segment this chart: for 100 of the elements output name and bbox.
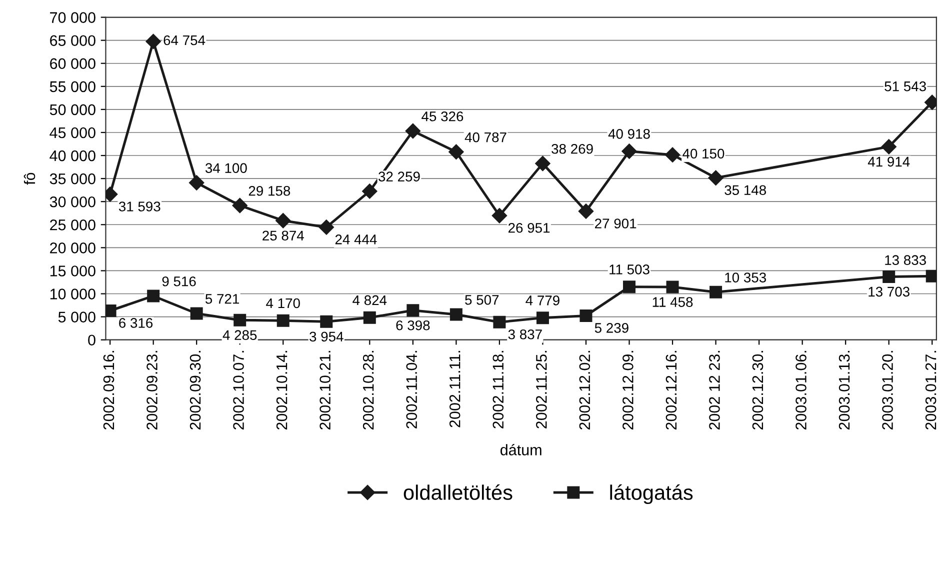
point	[708, 170, 724, 186]
point	[493, 316, 506, 328]
data-label: 4 779	[526, 296, 560, 306]
data-label: 31 593	[118, 202, 160, 212]
point	[450, 308, 462, 321]
y-tick-label: 15 000	[50, 266, 96, 276]
x-tick-label: 2003.01.06.	[796, 350, 806, 430]
x-tick-label: 2002 12 23.	[709, 350, 720, 430]
y-tick-label: 30 000	[50, 196, 96, 208]
data-label: 9 516	[162, 276, 196, 286]
point	[362, 184, 378, 199]
data-label: 26 951	[508, 222, 550, 233]
data-label: 40 150	[682, 148, 724, 159]
data-label: 11 458	[652, 297, 693, 307]
point	[276, 314, 290, 327]
point	[623, 280, 636, 294]
y-tick-label: 60 000	[50, 58, 96, 70]
point	[276, 213, 291, 228]
data-label: 51 543	[884, 81, 926, 92]
point	[406, 304, 420, 317]
data-label: 45 326	[422, 111, 464, 122]
data-label: 13 833	[885, 255, 926, 266]
x-tick-label: 2002.12.30.	[752, 350, 764, 430]
y-tick-label: 65 000	[50, 35, 96, 46]
point	[363, 311, 376, 324]
x-tick-label: 2002.10.21.	[320, 350, 330, 430]
data-label: 40 918	[608, 128, 650, 139]
x-tick-label: 2002.11.18.	[492, 350, 504, 428]
x-tick-label: 2002.10.14.	[276, 350, 288, 430]
x-tick-label: 2002.12.02.	[579, 350, 590, 430]
point	[232, 198, 248, 214]
y-tick-label: 35 000	[50, 173, 96, 184]
point	[448, 144, 464, 160]
y-tick-label: 50 000	[50, 104, 96, 116]
y-tick-label: 0	[88, 334, 96, 346]
data-label: 6 398	[396, 320, 430, 330]
point	[405, 123, 420, 139]
x-tick-label: 2002.09.23.	[146, 350, 158, 430]
data-label: 10 353	[725, 272, 766, 282]
data-label: 6 316	[119, 318, 153, 328]
point	[147, 290, 160, 302]
point	[580, 309, 592, 322]
data-label: 24 444	[335, 234, 377, 244]
point	[664, 147, 680, 162]
point	[320, 315, 333, 328]
data-label: 13 703	[868, 286, 910, 297]
point	[881, 139, 896, 154]
point	[536, 312, 549, 324]
data-label: 34 100	[205, 163, 247, 174]
y-tick-label: 5 000	[58, 312, 96, 322]
y-tick-label: 70 000	[50, 12, 96, 23]
x-tick-label: 2002.09.16.	[103, 350, 114, 430]
point	[882, 270, 896, 283]
x-tick-label: 2002.11.25.	[536, 350, 547, 428]
point	[710, 286, 722, 298]
x-tick-label: 2003.01.20.	[882, 350, 893, 430]
y-tick-label: 40 000	[50, 150, 96, 162]
data-label: 25 874	[262, 230, 304, 241]
data-label: 4 170	[266, 298, 300, 308]
point	[189, 175, 204, 190]
point	[318, 220, 334, 235]
data-label: 29 158	[248, 186, 290, 196]
data-label: 35 148	[724, 185, 766, 196]
data-label: 3 954	[310, 332, 344, 342]
y-tick-label: 20 000	[50, 242, 96, 254]
x-tick-label: 2003.01.27.	[925, 350, 936, 430]
data-label: 5 721	[205, 294, 239, 304]
data-label: 27 901	[595, 218, 636, 228]
point	[578, 204, 594, 219]
x-tick-label: 2002.10.07.	[233, 350, 244, 430]
data-label: 3 837	[508, 329, 542, 340]
data-label: 5 239	[594, 323, 628, 333]
point	[492, 208, 508, 224]
x-tick-label: 2002.11.11.	[449, 350, 460, 428]
x-axis-title: dátum	[500, 444, 542, 456]
data-label: 4 285	[222, 330, 257, 340]
data-label: 5 507	[465, 294, 499, 305]
y-axis-title: fô	[24, 172, 36, 185]
x-tick-label: 2002.09.30.	[190, 350, 201, 430]
x-tick-label: 2002.12.16.	[666, 350, 677, 430]
data-label: 64 754	[164, 35, 206, 46]
legend-label: látogatás	[610, 484, 693, 504]
y-tick-label: 45 000	[50, 127, 96, 138]
data-label: 4 824	[352, 295, 387, 306]
x-tick-label: 2002.12.09.	[622, 350, 634, 430]
y-tick-label: 10 000	[50, 288, 96, 300]
y-tick-label: 55 000	[50, 81, 96, 92]
point	[666, 280, 679, 294]
data-label: 38 269	[552, 144, 593, 154]
x-tick-label: 2003.01.13.	[838, 350, 850, 430]
y-tick-label: 25 000	[50, 220, 96, 230]
point	[535, 156, 550, 172]
point	[622, 144, 637, 159]
data-label: 11 503	[610, 264, 650, 274]
data-label: 40 787	[464, 132, 506, 142]
data-label: 32 259	[378, 172, 420, 182]
legend-label: oldalletöltés	[404, 484, 512, 500]
x-tick-label: 2002.10.28.	[362, 350, 374, 430]
x-tick-label: 2002.11.04.	[406, 350, 418, 428]
data-label: 41 914	[868, 156, 910, 167]
